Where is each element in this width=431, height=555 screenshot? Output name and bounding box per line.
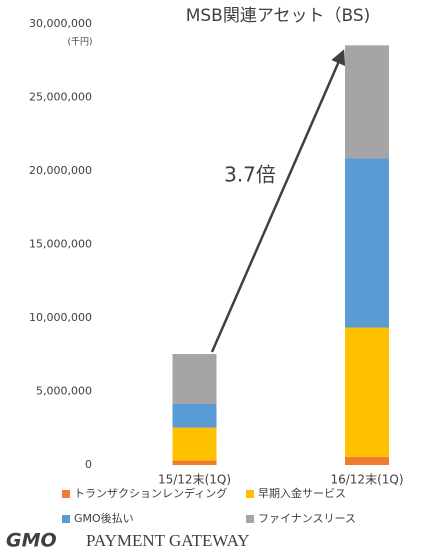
y-tick-label: 15,000,000 bbox=[29, 238, 92, 251]
growth-arrow bbox=[210, 49, 346, 353]
y-tick-label: 20,000,000 bbox=[29, 164, 92, 177]
x-tick-label: 15/12末(1Q) bbox=[158, 473, 231, 487]
bar-segment bbox=[345, 158, 389, 328]
logo-text: PAYMENT GATEWAY bbox=[86, 531, 250, 550]
legend-label: 早期入金サービス bbox=[258, 486, 346, 500]
bar-segment bbox=[345, 456, 389, 465]
chart-title: MSB関連アセット（BS) bbox=[186, 6, 371, 26]
y-tick-label: 25,000,000 bbox=[29, 91, 92, 104]
legend-swatch bbox=[246, 490, 254, 498]
bar-segment bbox=[172, 427, 217, 461]
legend-label: トランザクションレンディング bbox=[74, 486, 227, 500]
annotation: 3.7倍 bbox=[224, 163, 276, 187]
bar-segment bbox=[172, 403, 217, 428]
unit-label: (千円) bbox=[67, 37, 92, 48]
bar-segment bbox=[172, 354, 217, 404]
bar-segment bbox=[345, 327, 389, 457]
legend-swatch bbox=[62, 490, 70, 498]
y-tick-label: 5,000,000 bbox=[36, 385, 92, 398]
legend-swatch bbox=[246, 515, 254, 523]
bar-segment bbox=[172, 460, 217, 465]
legend-swatch bbox=[62, 515, 70, 523]
bar-segment bbox=[345, 45, 389, 159]
legend-label: GMO後払い bbox=[74, 511, 134, 525]
legend-label: ファイナンスリース bbox=[258, 512, 356, 525]
x-tick-label: 16/12末(1Q) bbox=[330, 473, 403, 487]
y-tick-label: 10,000,000 bbox=[29, 311, 92, 324]
y-tick-label: 0 bbox=[85, 458, 92, 471]
y-tick-label: 30,000,000 bbox=[29, 17, 92, 30]
logo-mark: GMO bbox=[6, 530, 57, 552]
